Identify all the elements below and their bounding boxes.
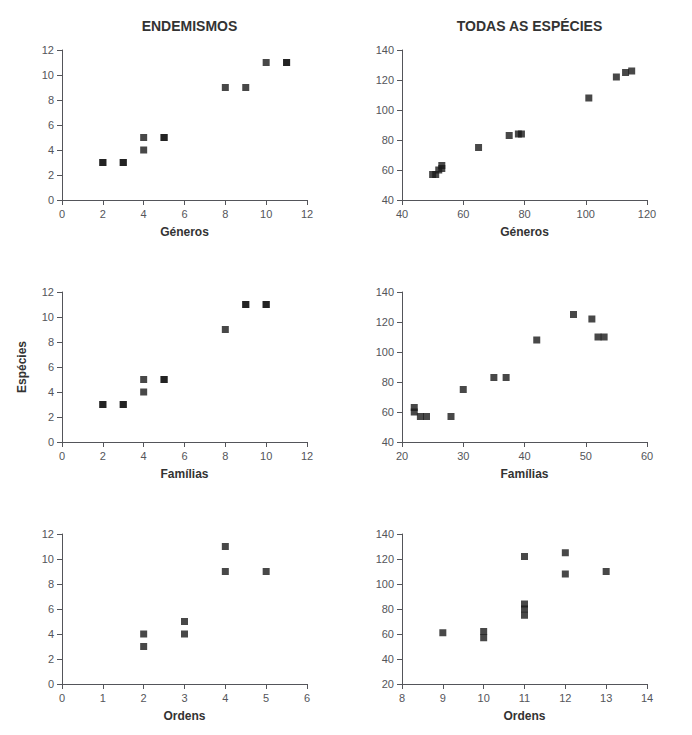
svg-text:6: 6 [181,208,187,220]
svg-text:8: 8 [48,578,54,590]
svg-text:2: 2 [48,411,54,423]
svg-text:120: 120 [376,553,394,565]
svg-text:30: 30 [457,450,469,462]
svg-text:TODAS AS ESPÉCIES: TODAS AS ESPÉCIES [457,18,602,34]
svg-text:3: 3 [181,692,187,704]
svg-text:2: 2 [100,208,106,220]
svg-text:100: 100 [376,578,394,590]
svg-text:2: 2 [100,450,106,462]
svg-text:120: 120 [638,208,656,220]
svg-text:140: 140 [376,528,394,540]
svg-text:Famílias: Famílias [160,467,208,481]
svg-text:100: 100 [376,346,394,358]
svg-text:100: 100 [376,104,394,116]
svg-text:100: 100 [577,208,595,220]
svg-text:10: 10 [260,208,272,220]
svg-text:40: 40 [518,450,530,462]
svg-text:0: 0 [59,450,65,462]
svg-text:1: 1 [100,692,106,704]
svg-text:2: 2 [48,653,54,665]
svg-text:ENDEMISMOS: ENDEMISMOS [142,18,238,34]
svg-text:8: 8 [48,94,54,106]
svg-text:80: 80 [382,376,394,388]
svg-text:10: 10 [42,553,54,565]
svg-text:0: 0 [48,436,54,448]
svg-text:40: 40 [382,194,394,206]
svg-text:12: 12 [301,208,313,220]
svg-text:10: 10 [42,311,54,323]
svg-text:12: 12 [42,286,54,298]
svg-text:5: 5 [263,692,269,704]
svg-text:11: 11 [519,692,530,704]
svg-text:0: 0 [48,194,54,206]
svg-text:8: 8 [222,208,228,220]
svg-text:12: 12 [559,692,571,704]
svg-text:6: 6 [48,361,54,373]
svg-text:60: 60 [382,406,394,418]
svg-text:2: 2 [141,692,147,704]
svg-text:0: 0 [59,208,65,220]
svg-text:120: 120 [376,316,394,328]
svg-text:6: 6 [181,450,187,462]
svg-text:60: 60 [457,208,469,220]
svg-text:Ordens: Ordens [503,709,545,723]
svg-text:Ordens: Ordens [163,709,205,723]
svg-text:10: 10 [478,692,490,704]
svg-text:4: 4 [48,144,54,156]
svg-text:80: 80 [382,134,394,146]
svg-text:8: 8 [399,692,405,704]
svg-text:13: 13 [600,692,612,704]
svg-text:80: 80 [382,603,394,615]
svg-text:4: 4 [48,386,54,398]
svg-text:20: 20 [396,450,408,462]
svg-text:140: 140 [376,44,394,56]
svg-text:14: 14 [641,692,653,704]
svg-text:60: 60 [382,164,394,176]
svg-text:6: 6 [304,692,310,704]
svg-text:10: 10 [42,69,54,81]
svg-text:12: 12 [42,44,54,56]
svg-text:40: 40 [396,208,408,220]
svg-text:Géneros: Géneros [160,225,209,239]
svg-text:2: 2 [48,169,54,181]
svg-text:12: 12 [301,450,313,462]
svg-text:4: 4 [141,450,147,462]
svg-text:10: 10 [260,450,272,462]
svg-text:6: 6 [48,603,54,615]
svg-text:140: 140 [376,286,394,298]
svg-text:80: 80 [518,208,530,220]
svg-text:50: 50 [580,450,592,462]
svg-text:Famílias: Famílias [500,467,548,481]
svg-text:4: 4 [222,692,228,704]
svg-text:0: 0 [48,678,54,690]
svg-text:Espécies: Espécies [15,341,29,393]
svg-text:0: 0 [59,692,65,704]
svg-text:9: 9 [440,692,446,704]
svg-text:120: 120 [376,74,394,86]
svg-text:8: 8 [48,336,54,348]
svg-text:40: 40 [382,436,394,448]
svg-text:6: 6 [48,119,54,131]
svg-text:20: 20 [382,678,394,690]
svg-text:60: 60 [641,450,653,462]
svg-text:Géneros: Géneros [500,225,549,239]
svg-text:4: 4 [48,628,54,640]
svg-text:12: 12 [42,528,54,540]
svg-text:4: 4 [141,208,147,220]
svg-text:60: 60 [382,628,394,640]
svg-text:8: 8 [222,450,228,462]
svg-text:40: 40 [382,653,394,665]
